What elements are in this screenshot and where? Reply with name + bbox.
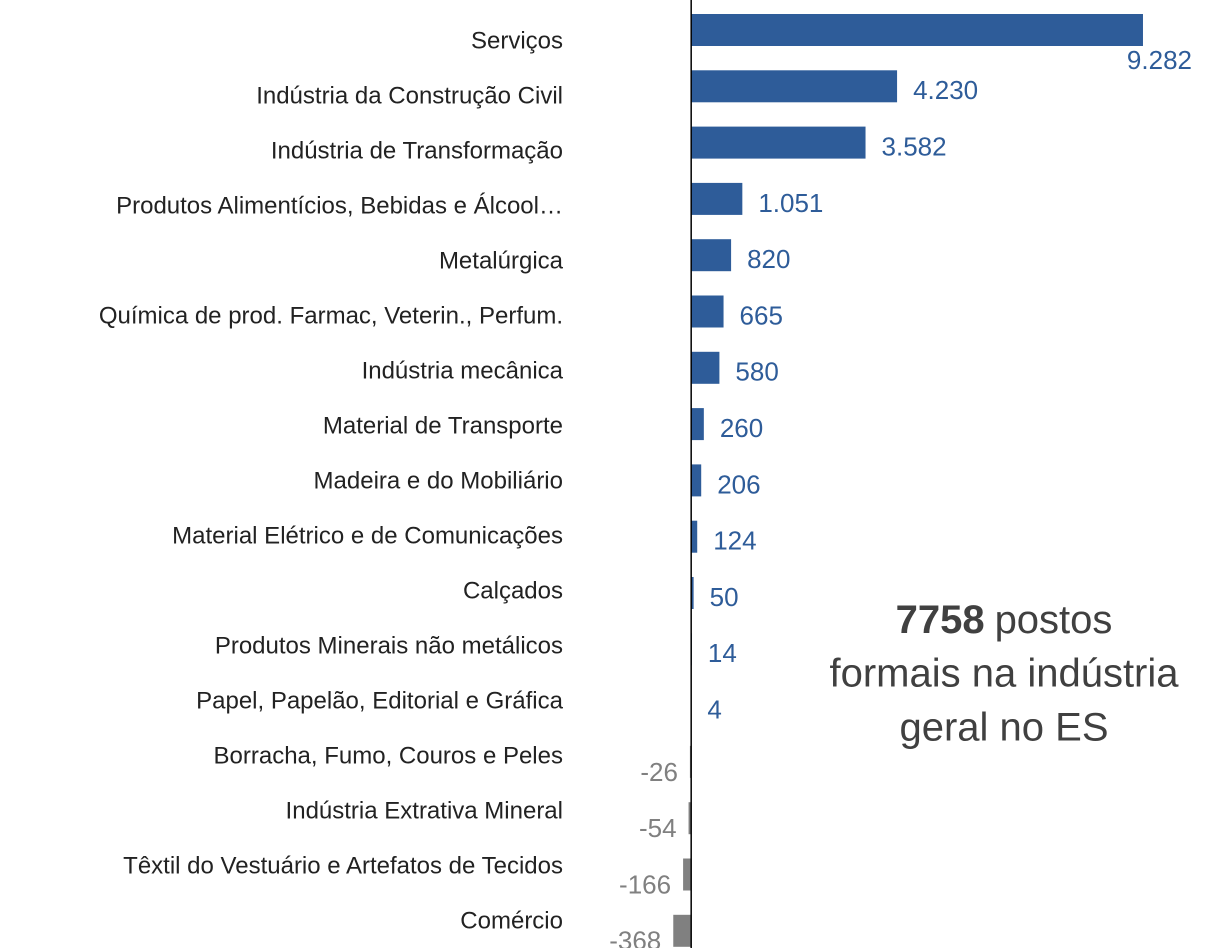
annotation-text: postos bbox=[995, 598, 1113, 642]
category-label: Indústria Extrativa Mineral bbox=[286, 797, 563, 824]
category-label: Madeira e do Mobiliário bbox=[314, 467, 563, 494]
category-label: Material de Transporte bbox=[323, 412, 563, 439]
value-label: 4 bbox=[707, 694, 721, 724]
value-label: 124 bbox=[713, 526, 756, 556]
category-label: Calçados bbox=[463, 577, 563, 604]
bar bbox=[691, 577, 694, 609]
bar bbox=[691, 520, 698, 553]
bar bbox=[691, 239, 732, 272]
annotation-line: geral no ES bbox=[899, 706, 1108, 750]
category-label: Têxtil do Vestuário e Artefatos de Tecid… bbox=[123, 852, 563, 879]
bar bbox=[691, 295, 724, 328]
bar bbox=[691, 126, 866, 159]
value-label: -54 bbox=[639, 813, 677, 843]
category-label: Serviços bbox=[471, 27, 563, 54]
bar bbox=[691, 408, 704, 441]
category-label: Metalúrgica bbox=[439, 247, 564, 274]
value-label: 580 bbox=[735, 357, 778, 387]
category-label: Comércio bbox=[460, 907, 563, 934]
category-label: Produtos Minerais não metálicos bbox=[215, 632, 563, 659]
value-label: 206 bbox=[717, 469, 760, 499]
bar bbox=[691, 70, 898, 103]
category-label: Borracha, Fumo, Couros e Peles bbox=[214, 742, 564, 769]
value-label: -166 bbox=[619, 869, 671, 899]
annotation-highlight: 7758 bbox=[896, 598, 985, 642]
value-label: 1.051 bbox=[758, 188, 823, 218]
annotation-line: formais na indústria bbox=[829, 652, 1179, 696]
category-label: Papel, Papelão, Editorial e Gráfica bbox=[196, 687, 564, 714]
value-label: 50 bbox=[710, 582, 739, 612]
annotation: 7758 postos formais na indústria geral no… bbox=[829, 598, 1179, 750]
bar bbox=[683, 858, 692, 891]
bar bbox=[691, 14, 1143, 46]
value-label: 4.230 bbox=[913, 75, 978, 105]
value-label: 3.582 bbox=[882, 131, 947, 161]
annotation-line: 7758 postos bbox=[896, 598, 1113, 642]
category-label: Indústria da Construção Civil bbox=[256, 82, 563, 109]
bar bbox=[691, 464, 702, 497]
category-label: Indústria mecânica bbox=[362, 357, 564, 384]
value-label: 9.282 bbox=[1127, 45, 1192, 75]
category-label: Material Elétrico e de Comunicações bbox=[172, 522, 563, 549]
category-label: Química de prod. Farmac, Veterin., Perfu… bbox=[99, 302, 563, 329]
value-label: -368 bbox=[609, 926, 661, 948]
bar bbox=[688, 802, 692, 835]
value-label: 820 bbox=[747, 244, 790, 274]
category-label: Indústria de Transformação bbox=[271, 137, 563, 164]
category-label: Produtos Alimentícios, Bebidas e Álcool… bbox=[116, 192, 563, 219]
bar bbox=[691, 351, 720, 384]
value-label: 665 bbox=[740, 300, 783, 330]
bar bbox=[673, 914, 692, 947]
value-label: 260 bbox=[720, 413, 763, 443]
value-label: 14 bbox=[708, 638, 737, 668]
value-label: -26 bbox=[640, 757, 678, 787]
bar bbox=[691, 182, 743, 215]
